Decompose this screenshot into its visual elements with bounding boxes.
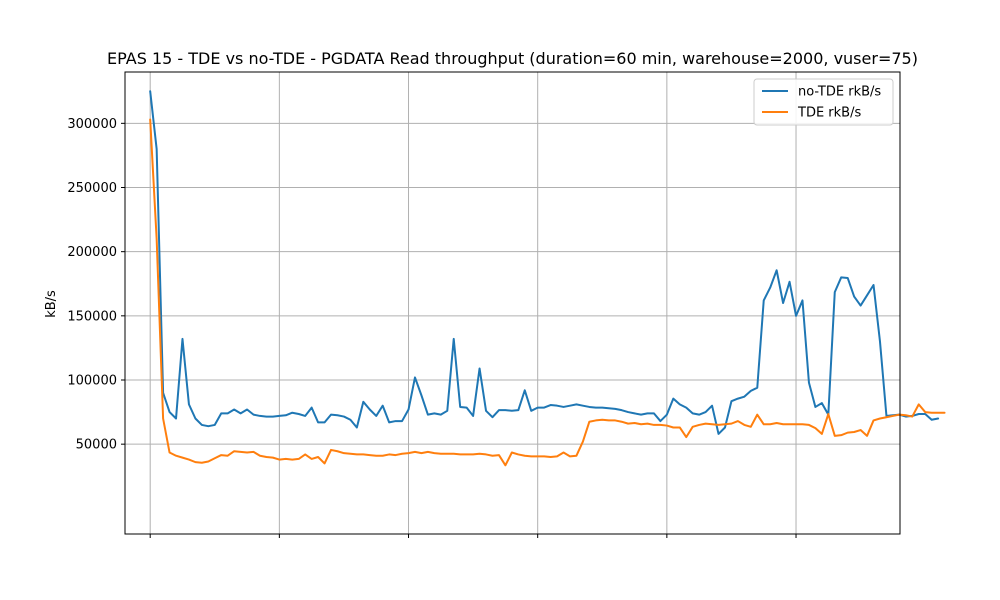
y-tick-label: 300000 xyxy=(67,117,117,132)
x-axis-ticks xyxy=(149,534,797,538)
y-tick-label: 50000 xyxy=(76,438,117,453)
chart-title: EPAS 15 - TDE vs no-TDE - PGDATA Read th… xyxy=(107,49,918,68)
y-axis-ticks: 50000 100000 150000 200000 250000 300000 xyxy=(67,117,125,453)
legend-label: no-TDE rkB/s xyxy=(798,85,881,100)
y-tick-label: 200000 xyxy=(67,245,117,260)
y-axis-label: kB/s xyxy=(44,290,59,318)
legend: no-TDE rkB/s TDE rkB/s xyxy=(753,78,894,126)
plot-frame xyxy=(124,71,901,535)
legend-box xyxy=(753,78,894,126)
series-line-no-tde xyxy=(149,90,940,435)
y-tick-label: 150000 xyxy=(67,309,117,324)
series-line-tde xyxy=(149,118,946,467)
legend-label: TDE rkB/s xyxy=(797,106,861,121)
grid xyxy=(125,72,900,534)
y-tick-label: 100000 xyxy=(67,374,117,389)
y-tick-label: 250000 xyxy=(67,181,117,196)
series-group xyxy=(149,90,946,467)
